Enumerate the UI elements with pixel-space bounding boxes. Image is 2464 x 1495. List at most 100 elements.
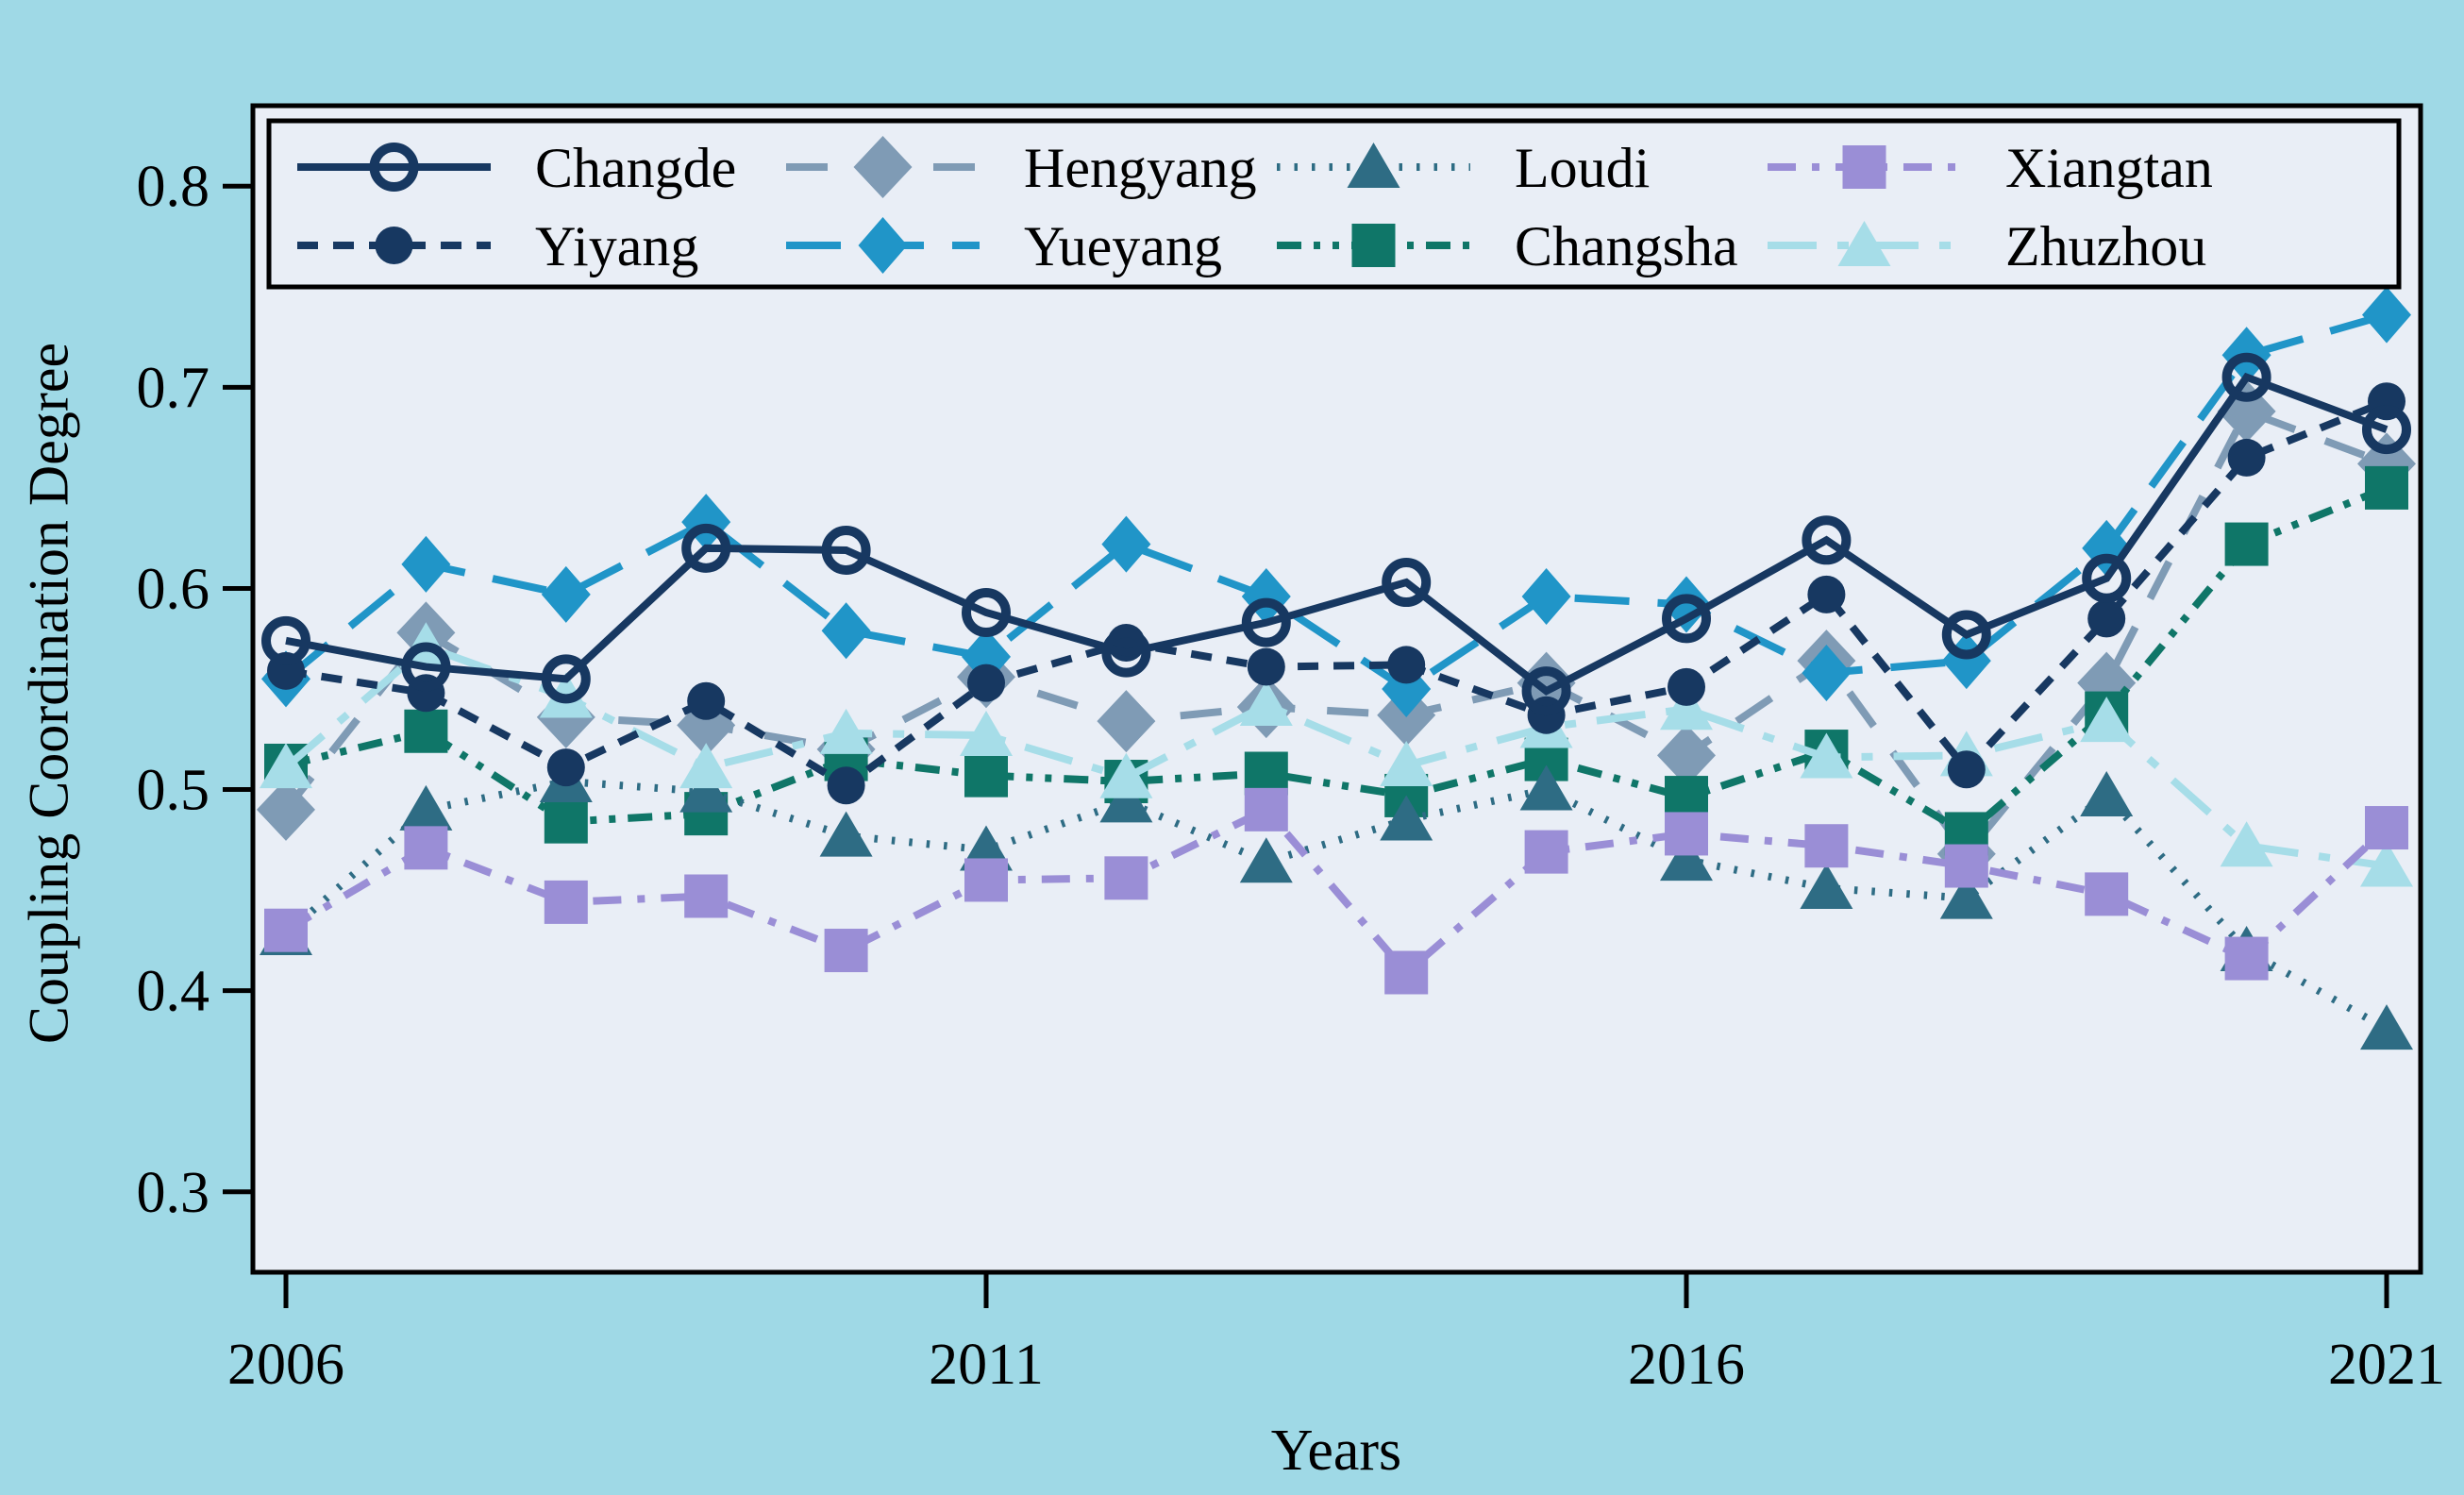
series-marker-changde [2362,405,2411,455]
x-tick-label: 2016 [1628,1333,1745,1397]
series-marker-zhuzhou [1239,680,1293,727]
series-marker-xiangtan [2224,936,2269,981]
series-line-yueyang [283,311,2389,694]
y-tick-label: 0.3 [137,1161,210,1225]
series-marker-zhuzhou [679,743,733,789]
series-marker-loudi [2360,1004,2413,1050]
series-line-changsha [285,484,2389,839]
series-marker-yiyang [1668,667,1705,706]
series-marker-hengyang [1097,690,1156,753]
series-marker-xiangtan [404,826,448,870]
series-marker-zhuzhou [960,711,1013,757]
series-marker-zhuzhou [1099,752,1153,798]
series-marker-xiangtan [1944,844,1988,888]
series-marker-zhuzhou [1380,740,1433,786]
series-line-changde [285,372,2389,696]
series-marker-zhuzhou [1660,684,1713,731]
y-tick-label: 0.8 [137,155,210,219]
legend-marker-loudi [1347,143,1400,188]
x-tick-label: 2006 [227,1333,344,1397]
y-tick-label: 0.4 [137,960,210,1024]
y-tick-label: 0.5 [137,759,210,823]
legend-marker-yueyang [858,217,908,274]
series-marker-zhuzhou [2220,821,2273,867]
series-marker-changde [261,615,310,665]
series-marker-yueyang [401,535,451,593]
legend-label-yiyang: Yiyang [535,215,698,277]
series-marker-yueyang [1662,576,1711,633]
series-marker-yueyang [2362,286,2411,344]
series-line-xiangtan [283,804,2389,979]
series-marker-yiyang [2227,438,2266,477]
series-marker-loudi [1099,777,1153,823]
series-marker-loudi [2080,770,2134,816]
series-marker-changsha [964,753,1008,798]
series-marker-xiangtan [824,929,868,973]
series-marker-changsha [404,709,448,753]
series-marker-loudi [399,784,453,831]
series-marker-yueyang [1521,567,1571,625]
series-marker-yiyang [2087,599,2126,638]
legend-label-hengyang: Hengyang [1024,137,1257,199]
series-line-hengyang [282,406,2389,861]
series-marker-changde [401,642,451,692]
series-marker-changde [1241,597,1291,647]
series-marker-zhuzhou [1800,732,1853,779]
series-marker-yiyang [827,766,865,805]
series-marker-yiyang [1807,575,1846,613]
series-marker-changde [821,525,871,575]
series-marker-changsha [2224,522,2269,566]
series-marker-hengyang [1657,724,1716,787]
series-marker-changde [681,523,731,573]
series-marker-changsha [544,799,588,844]
legend-box [266,118,2402,290]
y-tick-label: 0.7 [137,356,210,420]
series-marker-hengyang [257,778,315,841]
y-axis-label: Coupling Coordination Degree [17,342,80,1045]
series-marker-loudi [1939,873,1993,919]
series-marker-yiyang [687,681,726,720]
series-marker-xiangtan [2085,872,2129,916]
series-marker-changde [1802,515,1852,565]
series-marker-loudi [1239,837,1293,883]
series-marker-yiyang [1247,647,1285,686]
series-line-yiyang [285,397,2389,791]
legend-label-yueyang: Yueyang [1024,215,1222,277]
series-marker-xiangtan [964,858,1008,902]
series-marker-xiangtan [1524,830,1568,874]
legend-label-changsha: Changsha [1515,215,1738,277]
series-marker-loudi [679,766,733,813]
series-marker-loudi [819,811,873,857]
legend-label-changde: Changde [535,137,736,199]
legend-marker-yiyang [375,227,413,264]
series-marker-changde [1382,558,1432,608]
series-marker-changsha [1244,751,1288,796]
series-marker-loudi [1519,764,1573,811]
legend-label-xiangtan: Xiangtan [2005,137,2213,199]
legend-marker-zhuzhou [1837,221,1891,266]
series-marker-yiyang [1947,750,1986,789]
legend-marker-changsha [1351,224,1396,267]
series-marker-yueyang [541,565,591,623]
series-marker-changde [1941,610,1991,660]
x-tick-label: 2021 [2328,1333,2445,1397]
legend-label-loudi: Loudi [1515,137,1650,199]
series-marker-xiangtan [264,908,308,952]
series-marker-xiangtan [2365,806,2408,850]
y-tick-label: 0.6 [137,557,210,621]
series-marker-zhuzhou [819,708,873,754]
series-marker-loudi [1660,835,1713,882]
series-marker-changde [541,654,591,704]
x-tick-label: 2011 [929,1333,1044,1397]
series-marker-xiangtan [1104,856,1148,900]
series-marker-zhuzhou [260,743,312,789]
series-marker-zhuzhou [2080,697,2134,743]
x-axis-label: Years [1270,1419,1402,1483]
series-marker-changsha [1665,776,1708,820]
series-marker-yiyang [546,748,585,787]
series-marker-changde [1521,666,1571,716]
series-marker-xiangtan [1804,824,1849,868]
legend-marker-xiangtan [1842,145,1886,189]
series-marker-changde [2221,352,2271,402]
